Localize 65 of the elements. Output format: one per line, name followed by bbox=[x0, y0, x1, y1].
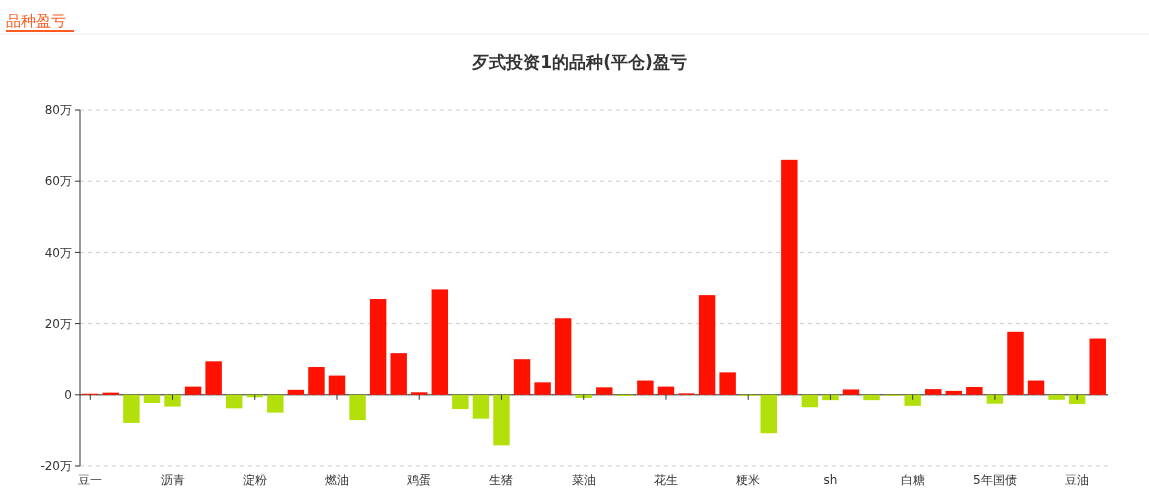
x-tick-label: 鸡蛋 bbox=[406, 473, 432, 487]
bar bbox=[534, 382, 551, 395]
y-tick-label: 0 bbox=[64, 388, 72, 402]
bar bbox=[102, 392, 120, 395]
bar bbox=[225, 394, 243, 409]
y-tick-label: 40万 bbox=[44, 245, 72, 260]
x-tick-label: 花生 bbox=[653, 473, 678, 487]
bar bbox=[164, 394, 181, 407]
bar bbox=[1048, 394, 1065, 400]
x-tick-label: 白糖 bbox=[900, 473, 925, 487]
y-tick-label: 80万 bbox=[44, 103, 72, 118]
bar bbox=[925, 389, 942, 395]
bar bbox=[945, 390, 963, 395]
bar bbox=[596, 387, 613, 395]
bar bbox=[1068, 394, 1086, 405]
bar bbox=[719, 372, 736, 395]
bar bbox=[760, 394, 777, 434]
bar bbox=[267, 394, 284, 413]
bar bbox=[328, 375, 346, 395]
y-tick-label: -20万 bbox=[40, 459, 72, 474]
y-tick-label: 60万 bbox=[44, 174, 72, 189]
bar bbox=[369, 299, 387, 395]
bar bbox=[143, 394, 161, 403]
x-tick-label: sh bbox=[823, 473, 838, 487]
x-tick-label: 淀粉 bbox=[242, 473, 267, 487]
x-tick-label: 燃油 bbox=[325, 473, 349, 487]
x-tick-label: 豆一 bbox=[78, 473, 103, 487]
bar bbox=[822, 394, 839, 401]
bar bbox=[390, 353, 407, 395]
x-tick-label: 菜油 bbox=[571, 473, 596, 487]
text: 品种盈亏 bbox=[6, 12, 66, 30]
bar bbox=[575, 394, 592, 398]
bar bbox=[205, 361, 222, 395]
bar bbox=[863, 394, 880, 401]
bar bbox=[411, 392, 428, 395]
x-tick-label: 豆油 bbox=[1065, 473, 1090, 487]
bar bbox=[986, 394, 1004, 404]
bar bbox=[493, 394, 510, 446]
x-tick-label: 生猪 bbox=[489, 473, 514, 487]
x-tick-label: 5年国债 bbox=[973, 473, 1017, 487]
x-tick-label: 沥青 bbox=[160, 473, 185, 487]
bar bbox=[842, 389, 860, 395]
bar bbox=[1007, 331, 1024, 395]
bar bbox=[472, 394, 490, 419]
bar bbox=[904, 394, 921, 406]
bar bbox=[431, 289, 449, 395]
bar bbox=[554, 318, 572, 395]
x-tick-label: 粳米 bbox=[736, 473, 761, 487]
bar bbox=[657, 386, 675, 395]
bar bbox=[308, 367, 325, 395]
bar bbox=[1027, 380, 1045, 395]
bar bbox=[287, 389, 305, 395]
bar bbox=[184, 386, 202, 395]
bar bbox=[1089, 338, 1106, 395]
y-tick-label: 20万 bbox=[44, 316, 72, 331]
bar bbox=[349, 394, 366, 421]
bar bbox=[123, 394, 140, 423]
chart-title: 歹式投资1的品种(平仓)盈亏 bbox=[471, 52, 687, 72]
bar bbox=[966, 386, 983, 395]
bar bbox=[513, 359, 531, 395]
bar bbox=[637, 380, 654, 395]
bar bbox=[801, 394, 819, 408]
bar bbox=[452, 394, 469, 410]
bar bbox=[698, 295, 716, 395]
bar bbox=[781, 159, 798, 395]
